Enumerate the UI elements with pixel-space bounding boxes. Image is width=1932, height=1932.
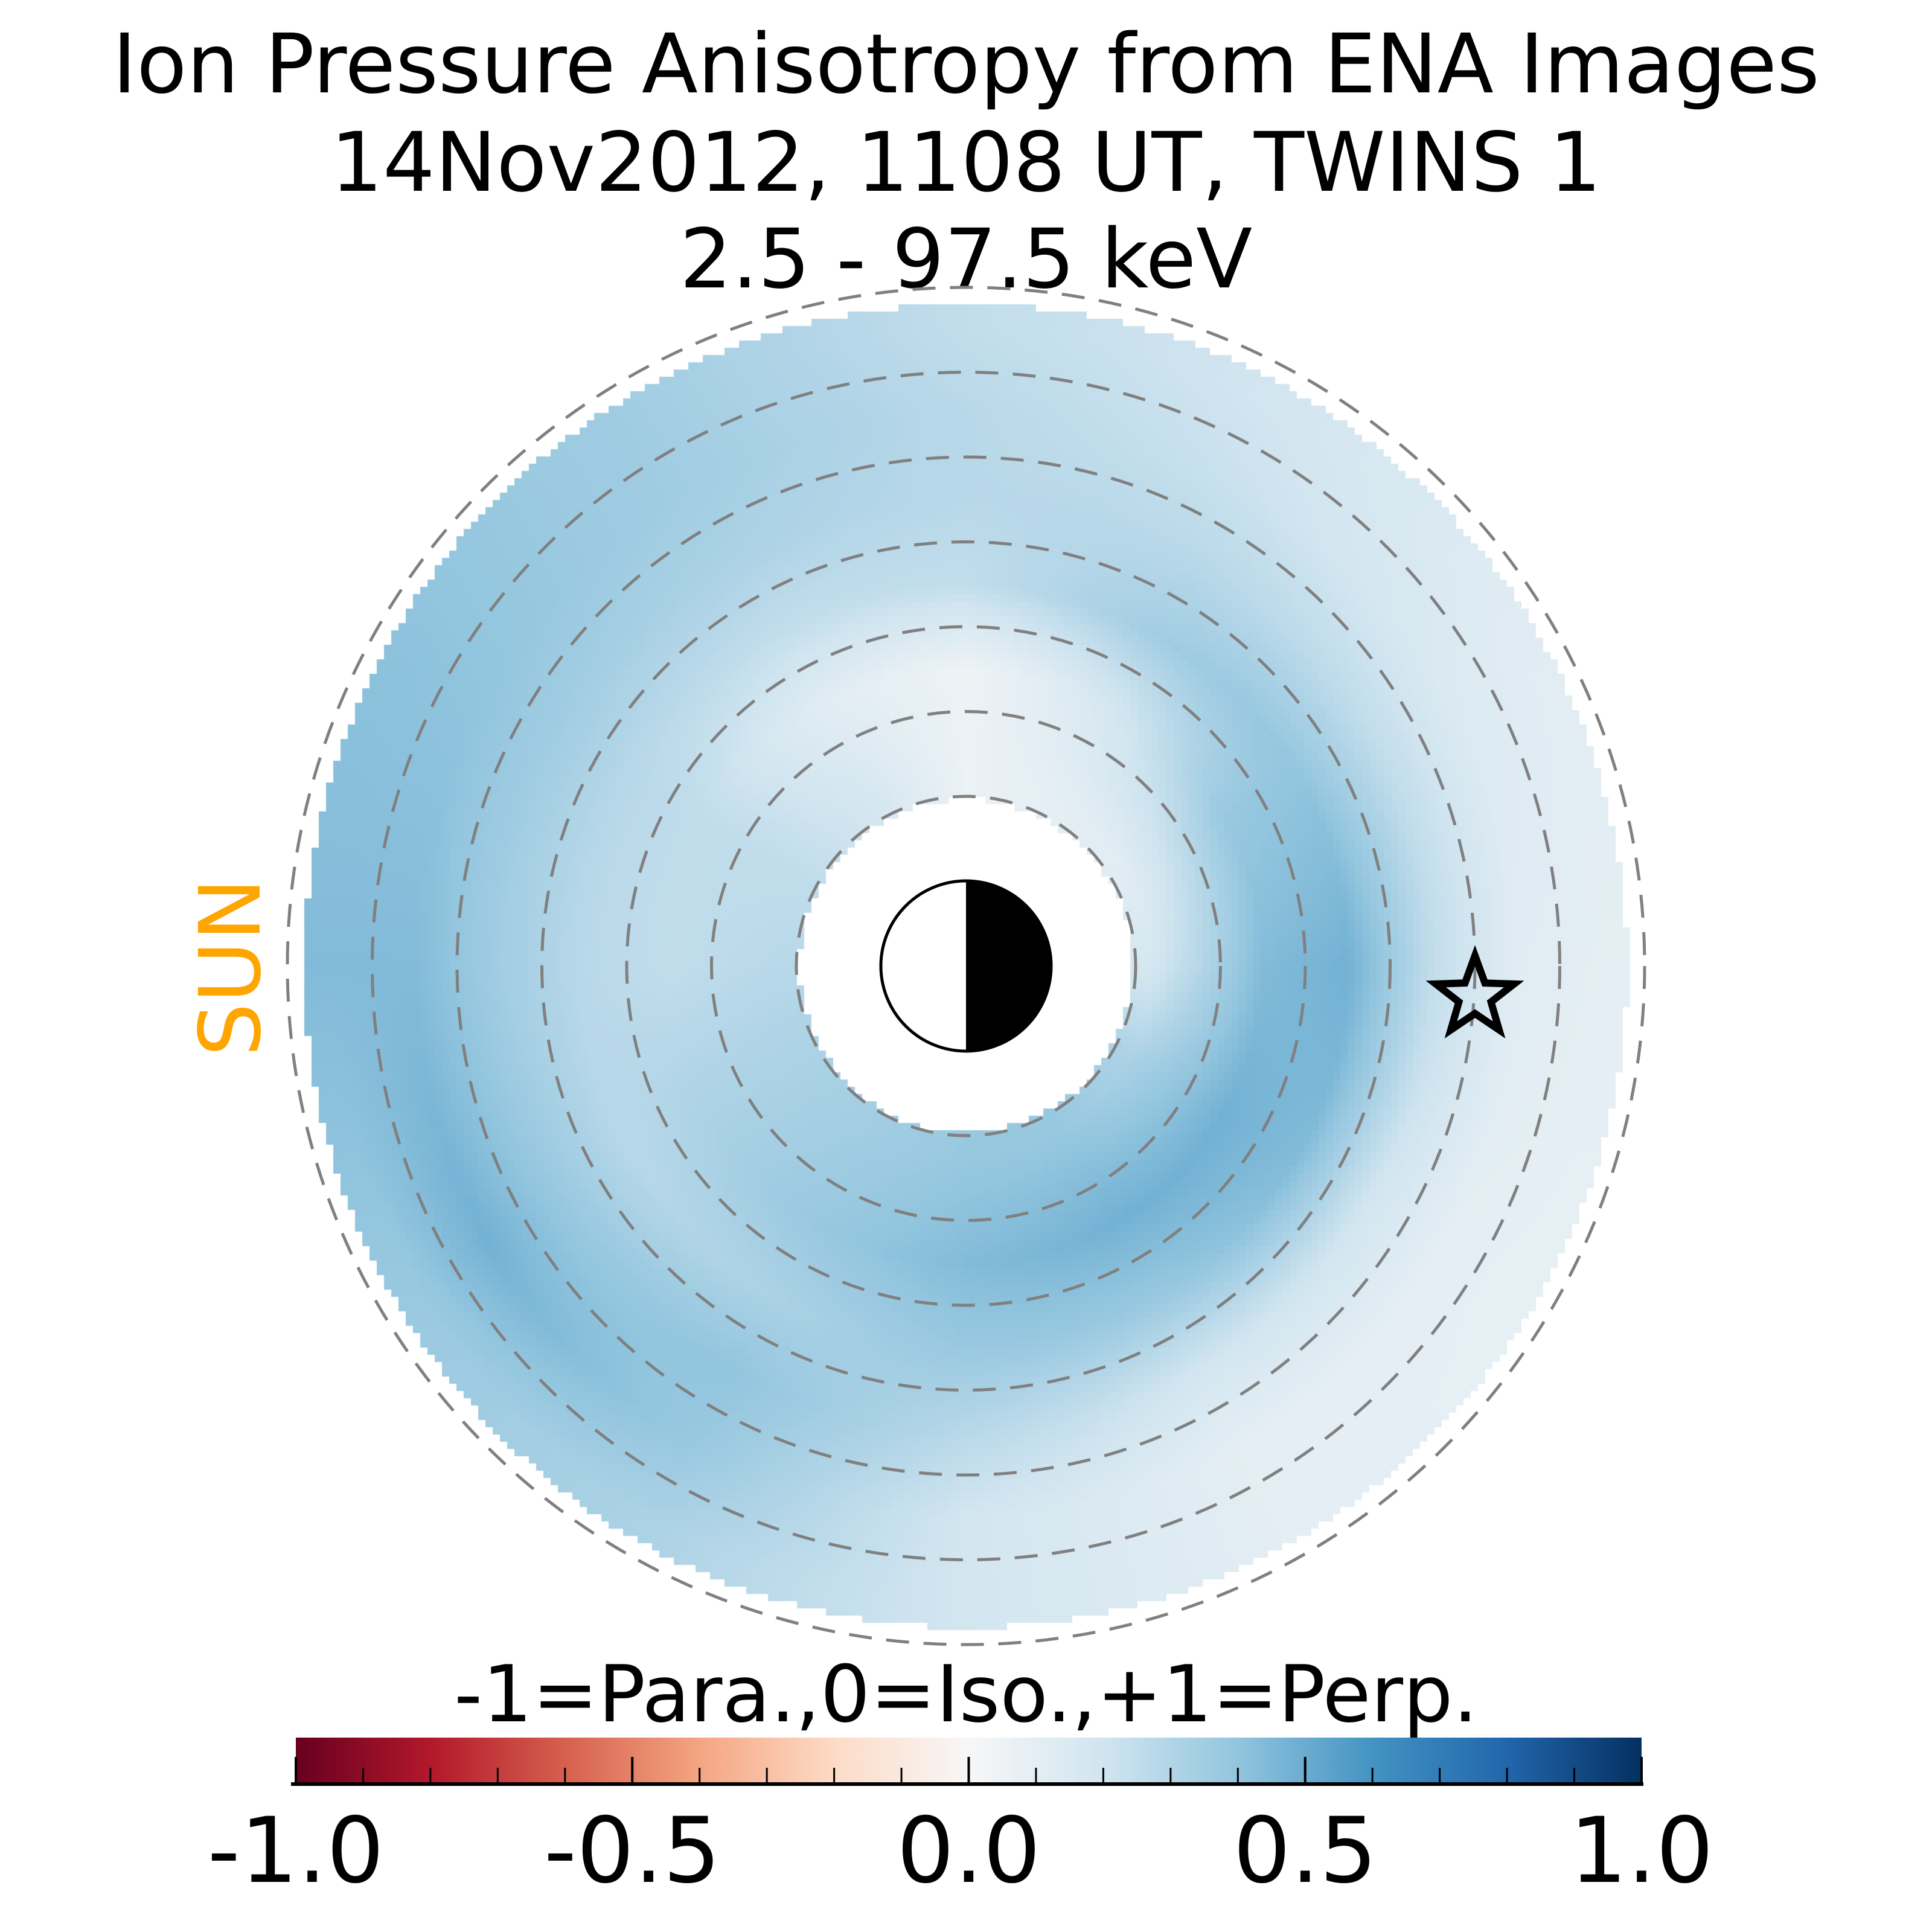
radial-circle-4 <box>625 625 1307 1307</box>
title-line-3: 2.5 - 97.5 keV <box>680 212 1252 307</box>
radial-circle-5 <box>540 540 1392 1392</box>
radial-circle-7 <box>371 371 1561 1561</box>
colorbar-tick-label: 1.0 <box>1570 1799 1714 1904</box>
colorbar-tick-label: 0.0 <box>897 1799 1041 1904</box>
title-line-1: Ion Pressure Anisotropy from ENA Images <box>112 17 1820 112</box>
radial-circle-2 <box>795 795 1137 1137</box>
colorbar-tick-label: -1.0 <box>208 1799 385 1904</box>
colorbar-tick-labels: -1.0 -0.5 0.0 0.5 1.0 <box>208 1799 1714 1904</box>
title-line-2: 14Nov2012, 1108 UT, TWINS 1 <box>331 115 1602 211</box>
colorbar-ticks <box>295 1757 1643 1784</box>
sun-label: SUN <box>182 878 280 1057</box>
radial-circle-8 <box>286 286 1646 1646</box>
colorbar-label: -1=Para.,0=Iso.,+1=Perp. <box>454 1648 1478 1740</box>
earth-icon <box>879 879 1053 1053</box>
radial-distance-circles <box>286 286 1646 1646</box>
radial-circle-3 <box>710 710 1222 1222</box>
colorbar-tick-label: -0.5 <box>544 1799 721 1904</box>
spacecraft-star-marker <box>1425 945 1524 1039</box>
colorbar-tick-label: 0.5 <box>1233 1799 1377 1904</box>
